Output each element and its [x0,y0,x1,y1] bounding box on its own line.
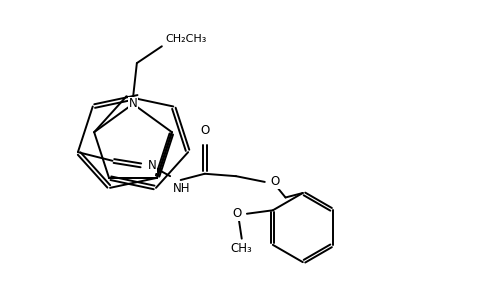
Text: CH₃: CH₃ [231,243,253,255]
Text: NH: NH [172,182,190,195]
Text: CH₂CH₃: CH₂CH₃ [166,34,207,44]
Text: N: N [129,98,137,110]
Text: O: O [271,175,280,188]
Text: O: O [200,124,209,137]
Text: N: N [148,159,157,172]
Text: O: O [233,207,242,220]
